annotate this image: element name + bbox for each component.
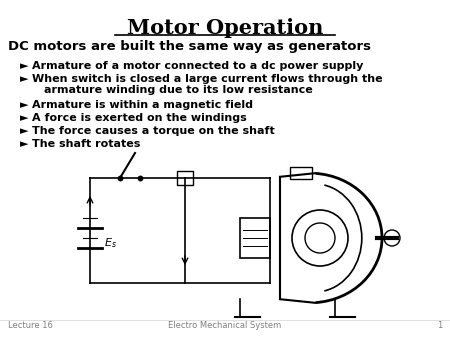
Bar — [240, 218, 270, 258]
Text: ►: ► — [20, 126, 28, 136]
Bar — [290, 167, 312, 179]
Text: Armature is within a magnetic field: Armature is within a magnetic field — [32, 100, 253, 110]
Text: $E_s$: $E_s$ — [104, 236, 117, 250]
Text: A force is exerted on the windings: A force is exerted on the windings — [32, 113, 247, 123]
Text: ►: ► — [20, 113, 28, 123]
Text: ►: ► — [20, 61, 28, 71]
Text: Electro Mechanical System: Electro Mechanical System — [168, 321, 282, 331]
Text: ►: ► — [20, 100, 28, 110]
Text: armature winding due to its low resistance: armature winding due to its low resistan… — [44, 85, 313, 95]
Text: DC motors are built the same way as generators: DC motors are built the same way as gene… — [8, 40, 371, 53]
Text: ►: ► — [20, 139, 28, 149]
Text: The force causes a torque on the shaft: The force causes a torque on the shaft — [32, 126, 275, 136]
Text: Armature of a motor connected to a dc power supply: Armature of a motor connected to a dc po… — [32, 61, 364, 71]
Text: Lecture 16: Lecture 16 — [8, 321, 53, 331]
Text: The shaft rotates: The shaft rotates — [32, 139, 140, 149]
Text: 1: 1 — [437, 321, 442, 331]
Text: ►: ► — [20, 74, 28, 84]
Bar — [177, 171, 193, 185]
Text: Motor Operation: Motor Operation — [127, 18, 323, 38]
Text: When switch is closed a large current flows through the: When switch is closed a large current fl… — [32, 74, 382, 84]
